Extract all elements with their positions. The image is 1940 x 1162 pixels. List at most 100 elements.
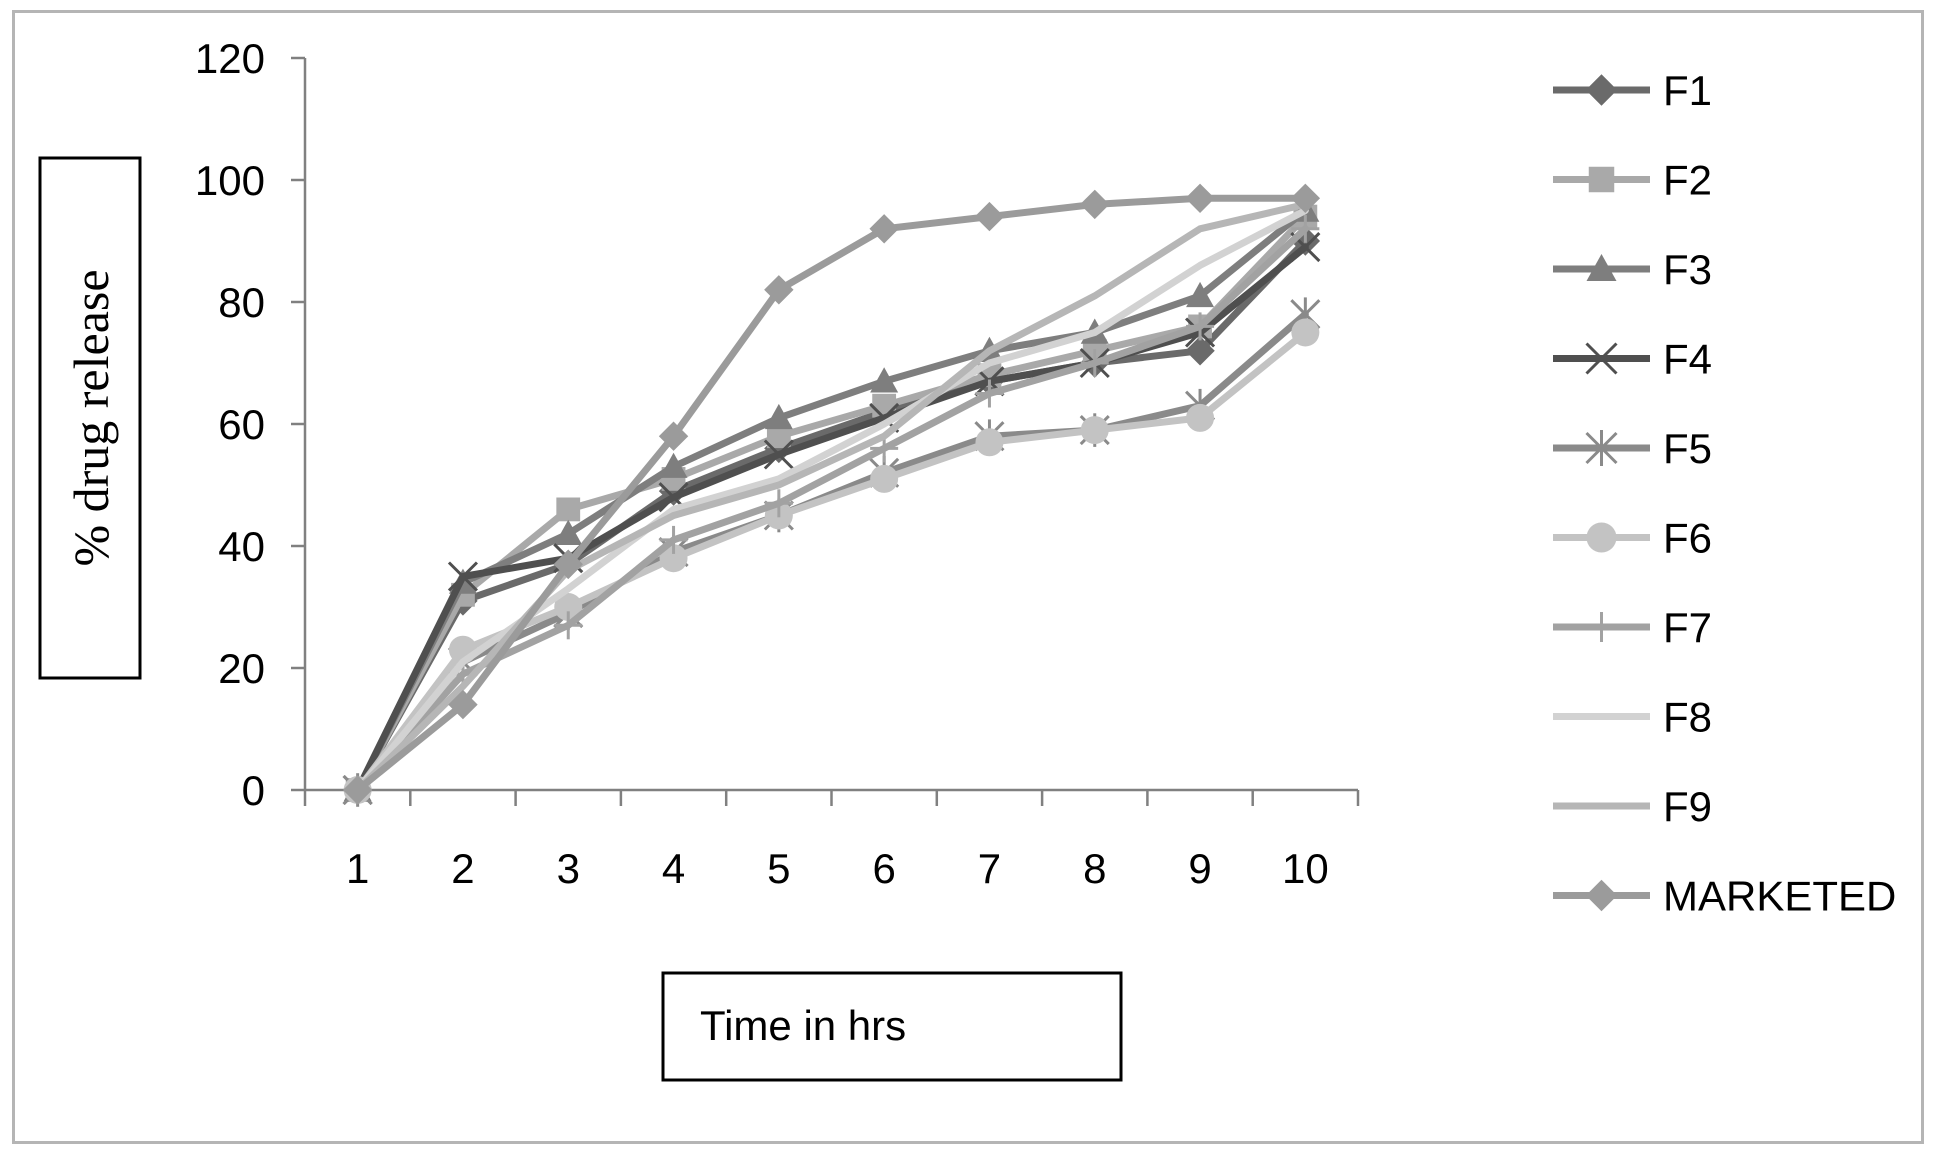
y-tick-label: 40 — [218, 523, 265, 570]
legend-label-f7: F7 — [1663, 604, 1712, 651]
series-line-f2 — [354, 213, 1309, 794]
series-line-f1 — [354, 237, 1309, 794]
legend-item-f1: F1 — [1553, 67, 1712, 114]
data-point-f2 — [766, 424, 791, 449]
data-point-f7 — [1291, 214, 1320, 243]
legend-label-marketed: MARKETED — [1663, 873, 1896, 920]
legend-label-f2: F2 — [1663, 157, 1712, 204]
y-tick-label: 80 — [218, 279, 265, 326]
data-point-marketed — [448, 689, 478, 720]
data-point-f6 — [870, 464, 899, 493]
x-tick-label: 4 — [662, 845, 685, 892]
data-point-f7 — [764, 489, 793, 518]
x-tick-label: 3 — [557, 845, 580, 892]
series-f1 — [342, 226, 1321, 805]
legend-item-f6: F6 — [1553, 515, 1712, 562]
legend-marker-f4 — [1585, 342, 1618, 375]
data-point-f3 — [1186, 281, 1215, 308]
legend-label-f4: F4 — [1663, 336, 1712, 383]
plot-area — [342, 183, 1321, 807]
series-line-f7 — [354, 225, 1309, 794]
series-f9 — [354, 200, 1309, 794]
x-tick-label: 8 — [1083, 845, 1106, 892]
legend-marker-f7 — [1586, 612, 1617, 642]
data-point-f1 — [1185, 336, 1215, 366]
y-tick-label: 60 — [218, 401, 265, 448]
data-point-f6 — [975, 428, 1004, 457]
data-point-f6 — [659, 544, 688, 573]
y-tick-label: 20 — [218, 645, 265, 692]
data-point-f3 — [764, 403, 793, 430]
data-point-f7 — [975, 379, 1004, 408]
data-point-marketed — [658, 421, 689, 451]
legend: F1 F2 F3 F4 F5 F6 F7 F8 F9 MARKETED — [1553, 67, 1896, 920]
x-tick-label: 5 — [767, 845, 790, 892]
chart-frame — [12, 10, 1924, 1144]
x-tick-label: 10 — [1282, 845, 1329, 892]
legend-item-f3: F3 — [1553, 246, 1712, 293]
x-tick-label: 1 — [346, 845, 369, 892]
y-tick-labels: 0 20 40 60 80 100 120 — [195, 35, 265, 814]
legend-label-f8: F8 — [1663, 694, 1712, 741]
legend-label-f1: F1 — [1663, 67, 1712, 114]
legend-label-f3: F3 — [1663, 246, 1712, 293]
data-point-f7 — [659, 525, 688, 554]
series-line-f5 — [354, 310, 1309, 794]
legend-item-marketed: MARKETED — [1553, 873, 1896, 920]
data-point-f4 — [763, 439, 794, 470]
y-tick-label: 0 — [242, 767, 265, 814]
x-tick-label: 6 — [872, 845, 895, 892]
data-point-f6 — [1186, 403, 1215, 432]
legend-marker-f2 — [1588, 166, 1615, 193]
y-axis-label: % drug release — [63, 269, 119, 566]
data-point-marketed — [869, 214, 899, 244]
series-line-f4 — [354, 243, 1309, 794]
axes — [291, 56, 1360, 806]
legend-label-f6: F6 — [1663, 515, 1712, 562]
data-point-f3 — [659, 452, 688, 478]
legend-item-f4: F4 — [1553, 336, 1712, 383]
x-tick-label: 7 — [978, 845, 1001, 892]
legend-marker-f3 — [1586, 254, 1617, 281]
series-marketed — [342, 183, 1321, 805]
data-point-f2 — [556, 497, 581, 522]
ylabel-box — [38, 156, 142, 680]
xlabel-box — [661, 971, 1123, 1082]
legend-item-f5: F5 — [1553, 425, 1712, 472]
data-point-f6 — [1080, 416, 1109, 445]
legend-marker-marketed — [1585, 879, 1618, 912]
data-point-f3 — [870, 367, 899, 393]
series-f6 — [343, 318, 1320, 804]
y-tick-label: 120 — [195, 35, 265, 82]
data-point-marketed — [764, 275, 794, 305]
series-f2 — [345, 204, 1318, 802]
data-point-marketed — [1185, 183, 1215, 214]
legend-item-f8: F8 — [1553, 694, 1712, 741]
data-point-f7 — [554, 611, 583, 640]
data-point-marketed — [553, 549, 583, 580]
legend-label-f9: F9 — [1663, 783, 1712, 830]
y-tick-label: 100 — [195, 157, 265, 204]
data-point-f7 — [1080, 349, 1109, 377]
legend-item-f7: F7 — [1553, 604, 1712, 651]
x-axis-label: Time in hrs — [700, 1002, 906, 1049]
series-line-f3 — [354, 207, 1309, 794]
data-point-f3 — [554, 519, 583, 545]
x-tick-label: 2 — [451, 845, 474, 892]
legend-item-f9: F9 — [1553, 783, 1712, 830]
data-point-f6 — [554, 593, 583, 621]
data-point-marketed — [1290, 183, 1321, 214]
data-point-marketed — [1080, 189, 1110, 220]
legend-marker-f1 — [1585, 74, 1618, 106]
series-line-f9 — [354, 200, 1309, 794]
legend-marker-f6 — [1586, 522, 1617, 553]
data-point-marketed — [974, 201, 1005, 232]
data-point-marketed — [342, 775, 373, 805]
x-tick-labels: 1 2 3 4 5 6 7 8 9 10 — [346, 845, 1329, 892]
legend-item-f2: F2 — [1553, 157, 1712, 204]
x-tick-label: 9 — [1188, 845, 1211, 892]
data-point-f7 — [1186, 312, 1215, 341]
series-line-marketed — [354, 194, 1309, 794]
series-f5 — [342, 297, 1321, 807]
